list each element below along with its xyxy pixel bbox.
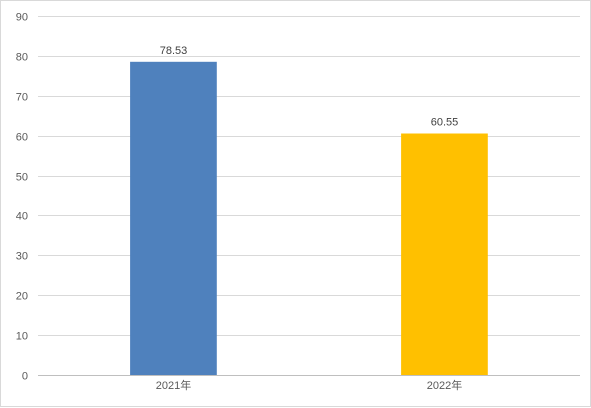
bar-1 [130, 61, 217, 376]
y-tick-label: 30 [16, 251, 28, 263]
data-label-1: 78.53 [160, 45, 188, 57]
bars [130, 61, 488, 376]
y-tick-label: 50 [16, 172, 28, 184]
x-tick-label-1: 2021年 [156, 378, 191, 392]
y-tick-label: 40 [16, 211, 28, 223]
y-tick-label: 0 [22, 371, 28, 383]
y-tick-label: 80 [16, 52, 28, 64]
data-label-2: 60.55 [431, 116, 459, 128]
y-tick-label: 60 [16, 132, 28, 144]
x-tick-label-2: 2022年 [427, 378, 462, 392]
y-tick-label: 90 [16, 12, 28, 24]
y-axis-tick-labels: 0 10 20 30 40 50 60 70 80 90 [16, 12, 28, 383]
y-tick-label: 10 [16, 331, 28, 343]
y-tick-label: 70 [16, 92, 28, 104]
y-tick-label: 20 [16, 291, 28, 303]
data-labels: 78.53 60.55 [160, 45, 459, 129]
bar-2 [401, 133, 488, 375]
grid-lines [38, 16, 580, 336]
x-axis-tick-labels: 2021年 2022年 [156, 378, 462, 392]
